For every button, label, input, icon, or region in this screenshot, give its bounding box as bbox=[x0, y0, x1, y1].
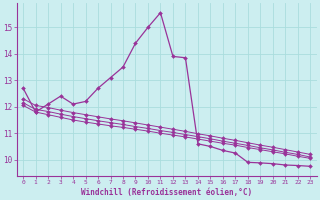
X-axis label: Windchill (Refroidissement éolien,°C): Windchill (Refroidissement éolien,°C) bbox=[81, 188, 252, 197]
